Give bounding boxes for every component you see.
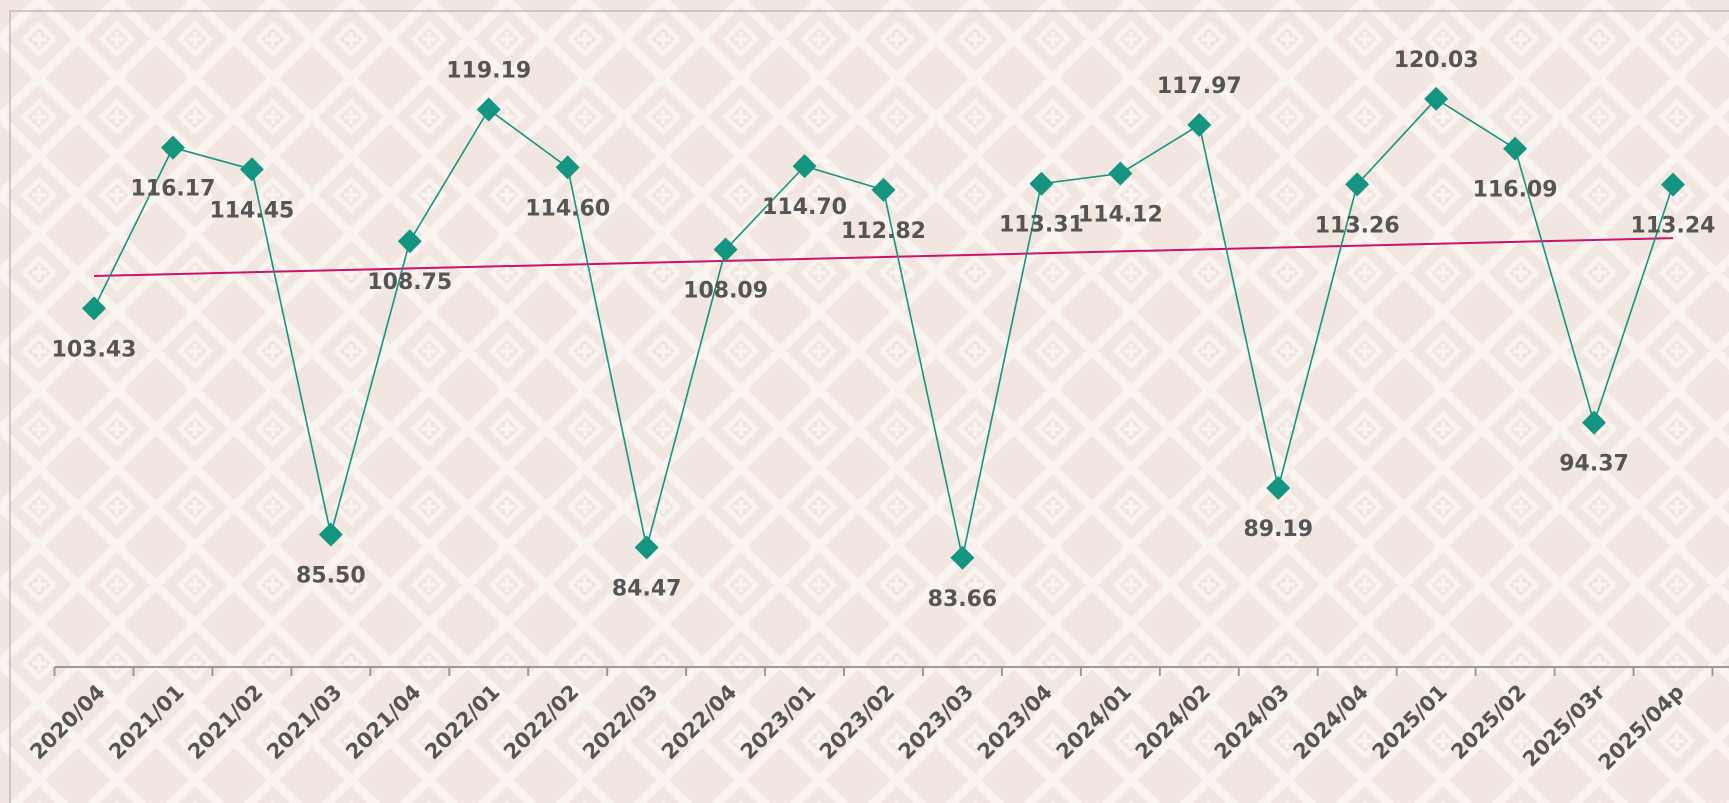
marker <box>1345 172 1370 197</box>
marker <box>1029 171 1054 196</box>
marker <box>1187 112 1212 137</box>
data-label: 85.50 <box>296 564 366 589</box>
data-label: 108.75 <box>367 270 452 295</box>
data-label: 112.82 <box>841 219 926 244</box>
marker <box>160 135 185 160</box>
marker <box>1108 161 1133 186</box>
data-label: 114.60 <box>525 196 610 221</box>
marker <box>555 155 580 180</box>
data-label: 116.17 <box>130 177 215 202</box>
data-label: 116.09 <box>1473 178 1558 203</box>
data-label: 83.66 <box>928 587 998 612</box>
marker <box>1582 410 1607 435</box>
marker <box>82 296 106 321</box>
marker <box>792 154 817 179</box>
data-label: 119.19 <box>446 59 531 84</box>
marker <box>713 237 738 262</box>
data-label: 103.43 <box>52 337 137 362</box>
marker <box>239 157 264 182</box>
data-label: 120.03 <box>1394 48 1479 73</box>
plot-frame <box>9 10 1729 803</box>
data-label: 89.19 <box>1243 517 1313 542</box>
data-label: 114.70 <box>762 195 847 220</box>
marker <box>318 522 343 547</box>
marker <box>1661 172 1685 197</box>
marker <box>871 177 896 202</box>
data-label: 113.24 <box>1631 214 1716 239</box>
data-label: 113.26 <box>1315 213 1400 238</box>
marker <box>634 535 659 560</box>
data-label: 84.47 <box>612 577 682 602</box>
marker <box>1424 86 1449 111</box>
marker <box>1266 475 1291 500</box>
data-label: 113.31 <box>999 213 1084 238</box>
marker <box>476 97 501 122</box>
data-label: 108.09 <box>683 279 768 304</box>
marker <box>397 229 422 254</box>
data-label: 94.37 <box>1559 452 1629 477</box>
data-label: 114.12 <box>1078 202 1163 227</box>
marker <box>950 545 975 570</box>
trend-line <box>93 237 1674 277</box>
data-label: 117.97 <box>1157 74 1242 99</box>
data-label: 114.45 <box>209 198 294 223</box>
marker <box>1503 136 1528 161</box>
